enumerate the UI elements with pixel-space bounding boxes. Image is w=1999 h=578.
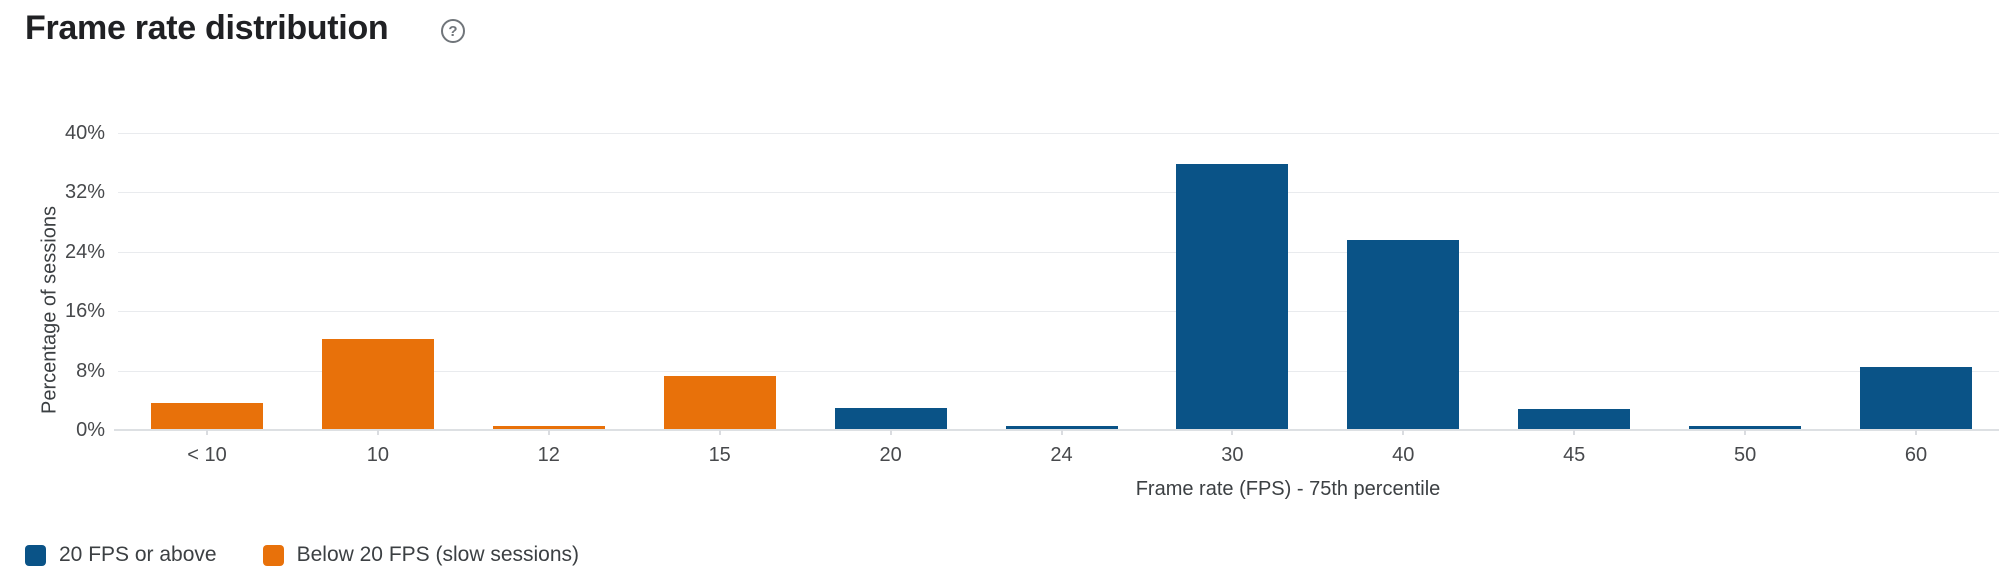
x-tick-mark: [1744, 430, 1747, 435]
y-gridline-32: [118, 192, 1999, 194]
bar-20[interactable]: [834, 407, 947, 430]
x-tick-mark: [718, 430, 721, 435]
bar-45[interactable]: [1518, 409, 1631, 430]
x-tick-mark: [1402, 430, 1405, 435]
legend-item-above_20[interactable]: 20 FPS or above: [25, 543, 217, 567]
x-tick-mark: [376, 430, 379, 435]
help-icon[interactable]: ?: [441, 19, 465, 43]
y-tick-label-16: 16%: [64, 300, 105, 323]
x-tick-label-<10: < 10: [187, 444, 227, 466]
x-tick-label-40: 40: [1392, 444, 1415, 466]
x-axis-title: Frame rate (FPS) - 75th percentile: [1135, 478, 1441, 500]
x-tick-label-50: 50: [1733, 444, 1757, 466]
legend-swatch-below_20: [262, 544, 284, 566]
legend-item-below_20[interactable]: Below 20 FPS (slow sessions): [262, 543, 580, 567]
bar-15[interactable]: [663, 375, 776, 430]
x-tick-mark: [547, 430, 550, 435]
x-tick-label-12: 12: [537, 444, 560, 466]
bar-40[interactable]: [1347, 239, 1460, 430]
y-gridline-40: [118, 133, 1999, 134]
x-tick-mark: [1915, 430, 1917, 435]
y-tick-label-40: 40%: [64, 122, 105, 144]
x-tick-mark: [1573, 430, 1576, 435]
y-tick-label-8: 8%: [76, 359, 105, 382]
x-tick-label-20: 20: [879, 444, 902, 466]
x-axis-line: [114, 429, 1999, 431]
y-axis-title: Percentage of sessions: [38, 206, 61, 414]
x-tick-label-45: 45: [1563, 444, 1586, 466]
y-gridline-24: [118, 251, 1999, 253]
x-tick-label-60: 60: [1904, 444, 1928, 466]
legend-label-above_20: 20 FPS or above: [59, 543, 217, 566]
bar-12[interactable]: [492, 426, 605, 430]
x-tick-mark: [1231, 430, 1234, 435]
x-tick-label-24: 24: [1050, 444, 1073, 466]
legend-label-below_20: Below 20 FPS (slow sessions): [296, 543, 580, 566]
page-title: Frame rate distribution: [25, 9, 389, 47]
y-gridline-16: [118, 311, 1999, 313]
bar-60[interactable]: [1860, 366, 1972, 430]
x-tick-mark: [1060, 430, 1063, 435]
y-tick-label-32: 32%: [64, 181, 105, 204]
y-tick-label-0: 0%: [76, 419, 105, 441]
bar-24[interactable]: [1005, 426, 1118, 430]
y-gridline-8: [118, 370, 1999, 372]
bar-30[interactable]: [1176, 164, 1289, 430]
bar-50[interactable]: [1689, 426, 1802, 430]
x-tick-mark: [206, 430, 208, 435]
bar-<10[interactable]: [151, 403, 263, 430]
bar-10[interactable]: [321, 338, 434, 430]
x-tick-label-30: 30: [1221, 444, 1244, 466]
x-tick-label-10: 10: [366, 444, 389, 466]
x-tick-label-15: 15: [708, 444, 731, 466]
legend-swatch-above_20: [25, 544, 46, 566]
chart-legend: 20 FPS or above Below 20 FPS (slow sessio…: [25, 543, 579, 567]
y-tick-label-24: 24%: [64, 240, 105, 263]
x-tick-mark: [889, 430, 892, 435]
